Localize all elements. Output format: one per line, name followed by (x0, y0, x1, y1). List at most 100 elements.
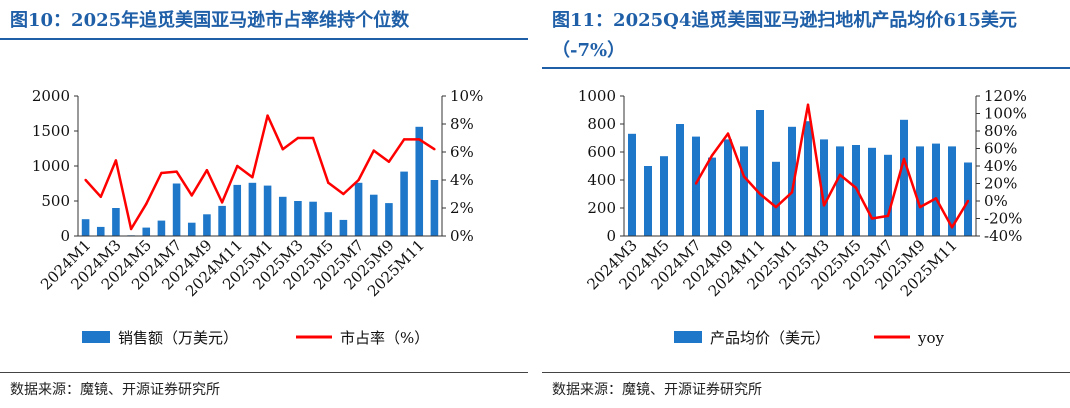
line-point-2024M8 (710, 154, 714, 157)
bar-2024M9 (724, 139, 732, 236)
line-point-2024M11 (236, 164, 239, 168)
line-point-2024M5 (145, 202, 148, 205)
bar-2024M4 (644, 166, 652, 236)
line-point-2024M12 (251, 176, 254, 179)
bar-2025M4 (309, 201, 317, 236)
line-point-2024M9 (205, 169, 209, 172)
right-tick-label: 20% (984, 175, 1017, 193)
source-note-1: 数据来源：魔镜、开源证券研究所 (10, 382, 220, 398)
chart-svg-1: 05001000150020000%2%4%6%8%10%2024M12024M… (32, 87, 484, 347)
chart-title-1: 图10：2025年追觅美国亚马逊市占率维持个位数 (10, 10, 410, 31)
bar-2025M6 (339, 219, 348, 236)
source-rule-1 (0, 372, 528, 373)
bar-2024M3 (628, 133, 636, 236)
legend-swatch-bar (674, 331, 702, 343)
right-tick-label: 60% (984, 140, 1017, 158)
bar-2024M8 (708, 157, 716, 236)
line-point-2024M6 (160, 171, 163, 175)
left-tick-label: 2000 (32, 87, 70, 105)
line-point-2025M2 (806, 103, 810, 106)
bar-2024M12 (248, 182, 257, 236)
right-tick-label: 8% (450, 115, 474, 133)
bar-2024M6 (157, 220, 166, 236)
bar-2025M3 (820, 139, 828, 236)
bar-2025M12 (430, 180, 439, 236)
line-point-2025M7 (357, 178, 360, 182)
line-point-2024M11 (758, 192, 762, 196)
line-point-2025M7 (886, 214, 890, 218)
legend-swatch-bar (82, 331, 110, 343)
line-point-2024M3 (114, 159, 118, 162)
line-point-2025M11 (950, 226, 954, 229)
right-tick-label: 0% (984, 192, 1008, 210)
chart-panel-1: 图10：2025年追觅美国亚马逊市占率维持个位数 0 500 1000 1500 200… (0, 0, 528, 408)
line-point-2025M9 (918, 205, 922, 209)
right-tick-label: 4% (450, 171, 474, 189)
line-point-2025M12 (433, 148, 436, 151)
bar-2024M7 (172, 183, 181, 236)
left-tick-label: 1000 (578, 87, 616, 105)
left-tick-label: 1500 (32, 122, 70, 140)
bar-2025M11 (948, 146, 956, 236)
left-tick-label: 800 (587, 115, 616, 133)
bar-2024M6 (676, 124, 684, 236)
line-point-2025M6 (870, 217, 874, 220)
left-tick-label: 1000 (32, 157, 70, 175)
bar-2024M5 (660, 156, 668, 236)
chart-svg-2: 02004006008001000-40%-20%0%20%40%60%80%1… (578, 87, 1027, 347)
bar-2025M8 (369, 194, 378, 236)
left-tick-label: 600 (587, 143, 616, 161)
line-point-2025M5 (854, 186, 858, 190)
line-point-2025M3 (822, 204, 826, 207)
line-series-0 (84, 114, 436, 231)
bar-2024M10 (218, 205, 226, 236)
bar-2024M2 (96, 226, 105, 236)
bar-2025M6 (868, 147, 876, 236)
line-series-1 (694, 103, 970, 229)
right-tick-label: 120% (984, 87, 1027, 105)
bar-2025M10 (932, 143, 940, 236)
line-point-2025M12 (966, 199, 970, 203)
line-point-2024M9 (726, 132, 730, 135)
bar-2025M9 (916, 146, 924, 236)
line-point-2024M4 (129, 227, 133, 231)
line-point-2024M12 (774, 205, 778, 209)
bar-2025M5 (324, 212, 333, 236)
right-tick-label: -20% (984, 210, 1022, 228)
title-rule-1 (0, 38, 528, 40)
right-tick-label: 10% (450, 87, 483, 105)
line-point-2024M2 (99, 195, 102, 198)
line-point-2025M8 (372, 149, 375, 152)
line-point-2024M8 (190, 194, 193, 197)
legend-label-bar: 产品均价（美元） (710, 329, 830, 347)
chart-title-2: 图11：2025Q4追觅美国亚马逊扫地机产品均价615美元（-7%） (552, 10, 1017, 61)
bar-2025M12 (964, 162, 972, 236)
bar-2025M4 (836, 146, 844, 236)
line-point-2025M10 (934, 197, 938, 200)
right-tick-label: -40% (984, 227, 1022, 245)
bar-2025M2 (804, 121, 812, 236)
bar-2025M1 (263, 185, 272, 236)
legend-label-line: 市占率（%） (340, 329, 429, 347)
line-point-2025M9 (387, 160, 391, 163)
bar-2025M7 (354, 182, 363, 236)
bar-2024M12 (772, 161, 780, 236)
bar-2024M1 (81, 219, 90, 236)
line-point-2024M1 (84, 178, 87, 182)
line-point-2025M8 (902, 157, 906, 161)
right-tick-label: 100% (984, 105, 1027, 123)
right-tick-label: 2% (450, 199, 474, 217)
line-point-2025M5 (327, 181, 330, 184)
left-tick-label: 0 (606, 227, 616, 245)
left-tick-label: 0 (60, 227, 70, 245)
legend-label-bar: 销售额（万美元） (118, 329, 238, 347)
bar-2024M8 (187, 222, 196, 236)
left-tick-label: 200 (587, 199, 616, 217)
bar-2024M11 (756, 110, 764, 236)
bar-2025M7 (884, 154, 892, 236)
bar-2024M11 (233, 184, 242, 236)
line-point-2025M4 (311, 136, 315, 140)
line-point-2025M11 (418, 138, 421, 141)
bar-2024M10 (740, 146, 748, 236)
chart-panel-2: 图11：2025Q4追觅美国亚马逊扫地机产品均价615美元（-7%） 0 200 4… (542, 0, 1070, 408)
